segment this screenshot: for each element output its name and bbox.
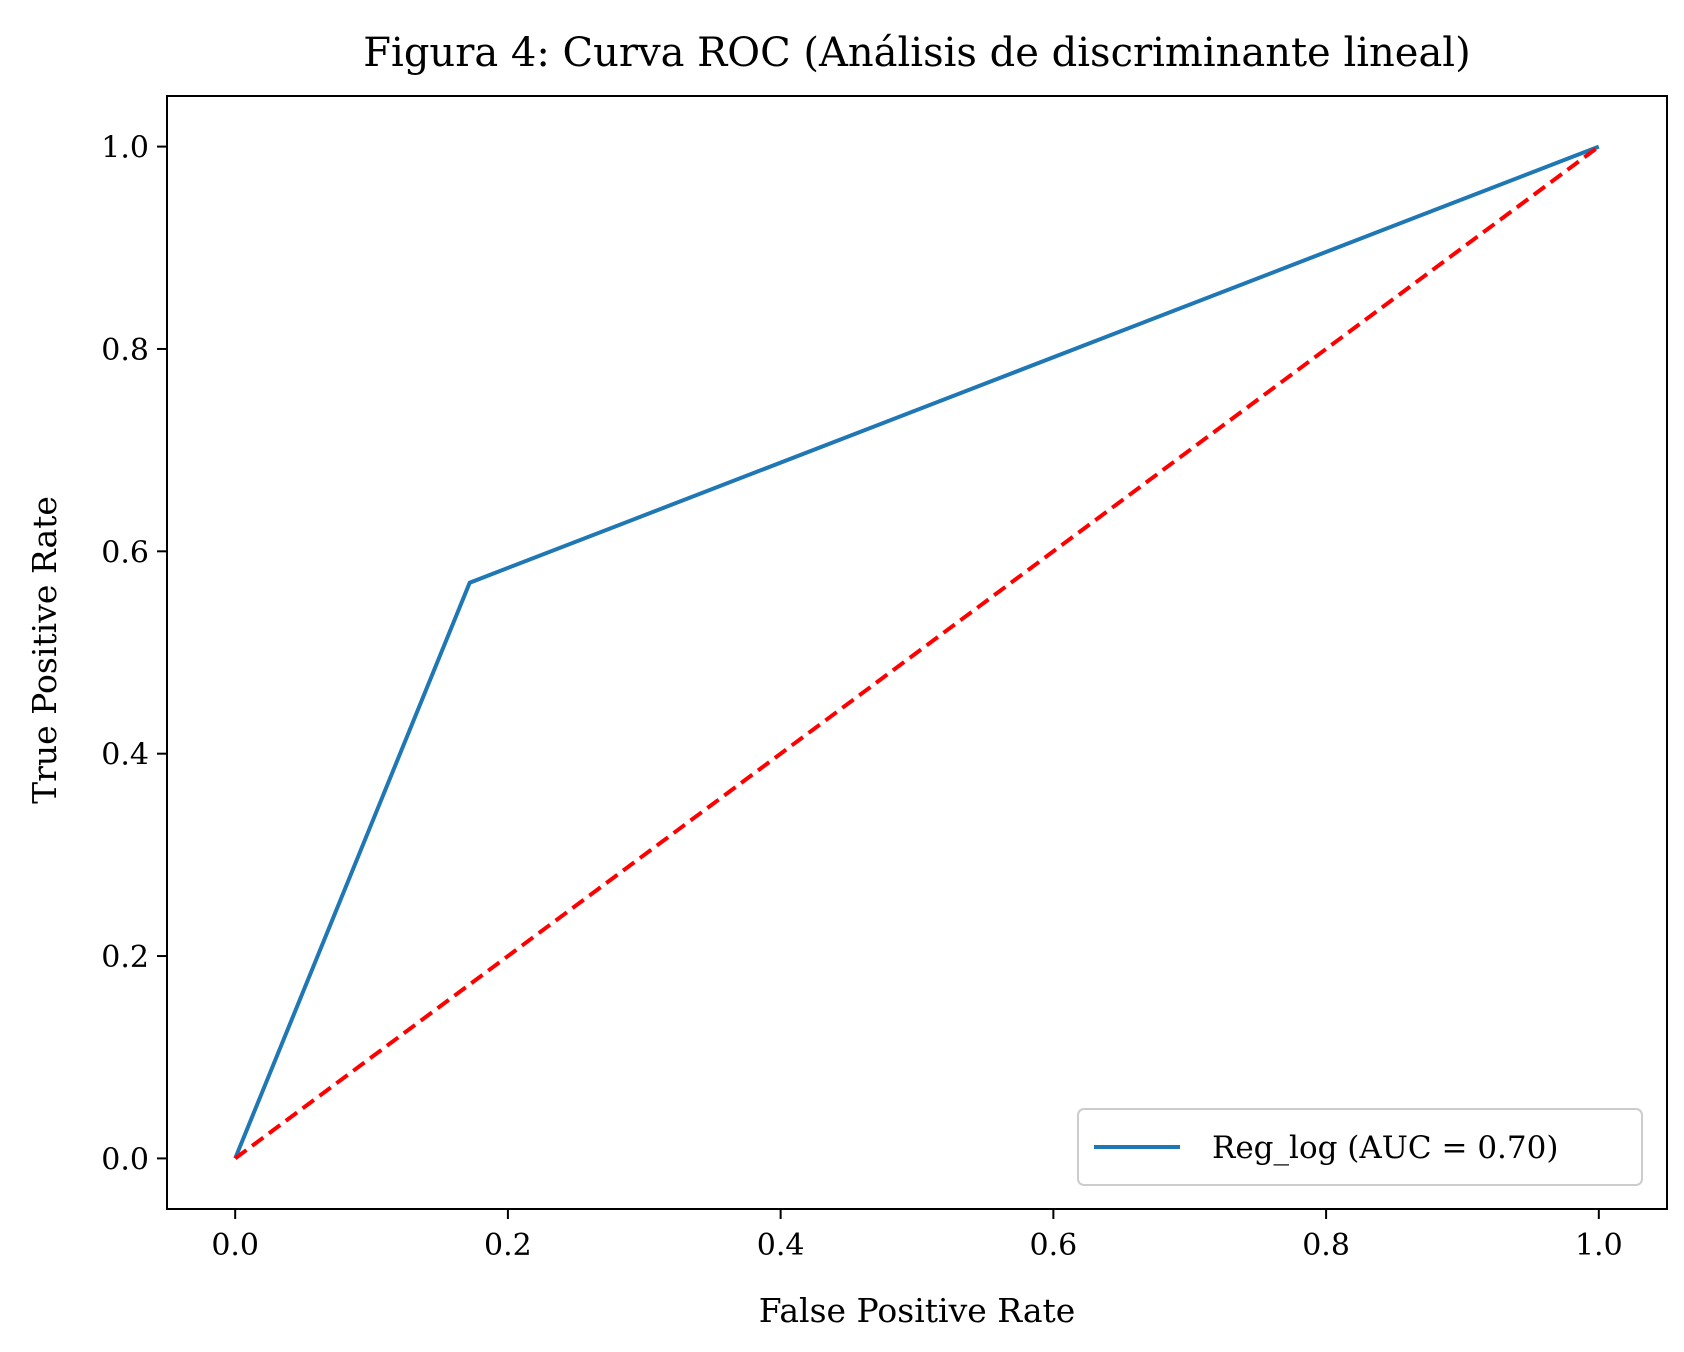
x-tick-label: 0.0 — [211, 1228, 259, 1263]
plot-frame — [166, 95, 1668, 1210]
diagonal-reference-line — [234, 144, 1600, 1161]
x-tick-label: 1.0 — [1575, 1228, 1623, 1263]
plot-area — [233, 144, 1600, 1161]
y-axis-label: True Positive Rate — [25, 496, 64, 804]
y-tick-label: 0.4 — [101, 738, 149, 773]
chart-title: Figura 4: Curva ROC (Análisis de discrim… — [363, 30, 1470, 76]
legend-entry-label: Reg_log (AUC = 0.70) — [1212, 1130, 1558, 1166]
x-tick-label: 0.2 — [484, 1228, 532, 1263]
y-tick-label: 0.6 — [101, 535, 149, 570]
x-tick-label: 0.6 — [1030, 1228, 1078, 1263]
legend-box — [1077, 1108, 1643, 1186]
x-tick-label: 0.4 — [757, 1228, 805, 1263]
x-tick-label: 0.8 — [1302, 1228, 1350, 1263]
axis-ticks: 0.0 0.2 0.4 0.6 0.8 1.0 0.0 0.2 0.4 0.6 0.8 1.0 — [101, 131, 1622, 1263]
y-tick-label: 0.8 — [101, 333, 149, 368]
y-tick-label: 1.0 — [101, 131, 149, 166]
y-tick-label: 0.2 — [101, 940, 149, 975]
legend: Reg_log (AUC = 0.70) — [1077, 1108, 1643, 1186]
y-tick-label: 0.0 — [101, 1142, 149, 1177]
x-axis-label: False Positive Rate — [759, 1291, 1076, 1330]
roc-curve-line — [233, 144, 1600, 1160]
